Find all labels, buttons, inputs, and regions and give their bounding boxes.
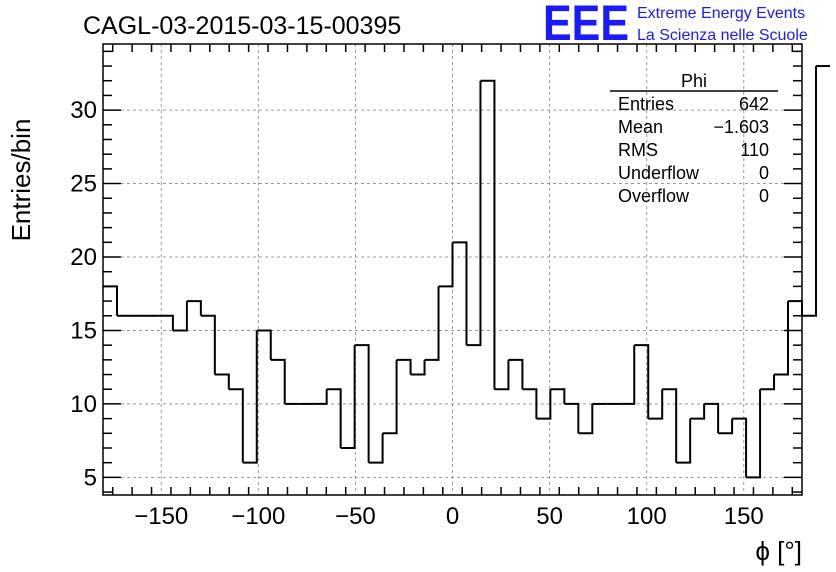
- histogram-bin: [662, 388, 678, 463]
- x-tick-label: 0: [446, 503, 459, 530]
- histogram-bin: [354, 344, 370, 463]
- histogram-bin: [228, 388, 244, 463]
- histogram-bin: [214, 373, 230, 390]
- x-tick-label: −150: [134, 503, 188, 530]
- stats-value: 110: [740, 140, 769, 160]
- x-tick-label: −100: [231, 503, 285, 530]
- histogram-bin: [312, 389, 328, 405]
- histogram-bin: [410, 359, 426, 376]
- stats-label: Underflow: [618, 163, 700, 183]
- histogram-bars: [103, 65, 830, 479]
- histogram-bin: [424, 286, 440, 361]
- histogram-bin: [564, 402, 580, 434]
- histogram-bin: [158, 314, 174, 331]
- histogram-bin: [326, 388, 342, 448]
- histogram-bin: [550, 388, 566, 404]
- axis-ticks: [103, 44, 802, 495]
- histogram-bin: [242, 330, 258, 464]
- histogram-bin: [536, 389, 552, 420]
- x-axis-label: ϕ [°]: [755, 536, 802, 566]
- y-tick-label: 10: [70, 391, 97, 418]
- stats-title: Phi: [681, 71, 707, 91]
- chart-title: CAGL-03-2015-03-15-00395: [83, 12, 401, 40]
- histogram-bin: [494, 359, 510, 391]
- y-tick-label: 15: [70, 317, 97, 344]
- stats-value: 0: [759, 186, 769, 206]
- histogram-bin: [620, 345, 636, 405]
- x-tick-label: 150: [724, 503, 764, 530]
- stats-box: Phi Entries 642 Mean −1.603 RMS 110 Underflow 0…: [610, 71, 778, 206]
- histogram-bin: [704, 402, 720, 434]
- x-tick-labels: −150 −100 −50 0 50 100 150: [134, 503, 764, 530]
- histogram-bin: [382, 359, 398, 435]
- histogram-bin: [340, 345, 356, 449]
- histogram-bin: [648, 389, 664, 420]
- histogram-bin: [788, 300, 803, 316]
- stats-value: 642: [739, 94, 769, 114]
- histogram-bin: [368, 433, 384, 464]
- histogram-bin: [774, 301, 790, 376]
- x-tick-label: −50: [335, 503, 376, 530]
- stats-label: RMS: [618, 140, 658, 160]
- histogram-bin: [732, 417, 748, 478]
- histogram-bin: [438, 242, 454, 288]
- histogram-bin: [396, 358, 412, 375]
- y-tick-label: 30: [70, 97, 97, 124]
- histogram-bin: [452, 241, 468, 346]
- stats-label: Overflow: [618, 186, 690, 206]
- histogram-bin: [578, 403, 594, 435]
- y-tick-label: 5: [84, 464, 97, 491]
- histogram-bin: [760, 374, 776, 391]
- histogram-bin: [256, 329, 272, 360]
- histogram-bin: [200, 314, 216, 375]
- stats-value: −1.603: [713, 117, 769, 137]
- histogram-bin: [172, 301, 188, 332]
- histogram-bin: [802, 66, 817, 317]
- histogram-bin: [522, 388, 538, 419]
- histogram-bin: [634, 344, 650, 419]
- y-tick-labels: 5 10 15 20 25 30: [70, 97, 97, 491]
- stats-label: Mean: [618, 117, 663, 137]
- histogram-bin: [508, 358, 524, 390]
- histogram-bin: [746, 389, 762, 479]
- y-axis-label: Entries/bin: [6, 119, 36, 242]
- histogram-bin: [690, 403, 706, 420]
- y-tick-label: 25: [70, 171, 97, 198]
- y-tick-label: 20: [70, 244, 97, 271]
- histogram-bin: [186, 300, 202, 316]
- x-tick-label: 100: [627, 503, 667, 530]
- histogram-bin: [718, 418, 734, 435]
- stats-value: 0: [759, 163, 769, 183]
- histogram-bin: [466, 80, 482, 347]
- eee-logo: EEE: [543, 0, 629, 51]
- x-tick-label: 50: [536, 503, 563, 530]
- stats-label: Entries: [618, 94, 674, 114]
- histogram-bin: [270, 358, 286, 404]
- histogram-bin: [676, 418, 692, 464]
- histogram-bin: [480, 79, 496, 390]
- plot-frame: [102, 43, 803, 496]
- logo-subtitle-line1: Extreme Energy Events: [637, 5, 805, 22]
- logo-subtitle-line2: La Scienza nelle Scuole: [637, 27, 808, 44]
